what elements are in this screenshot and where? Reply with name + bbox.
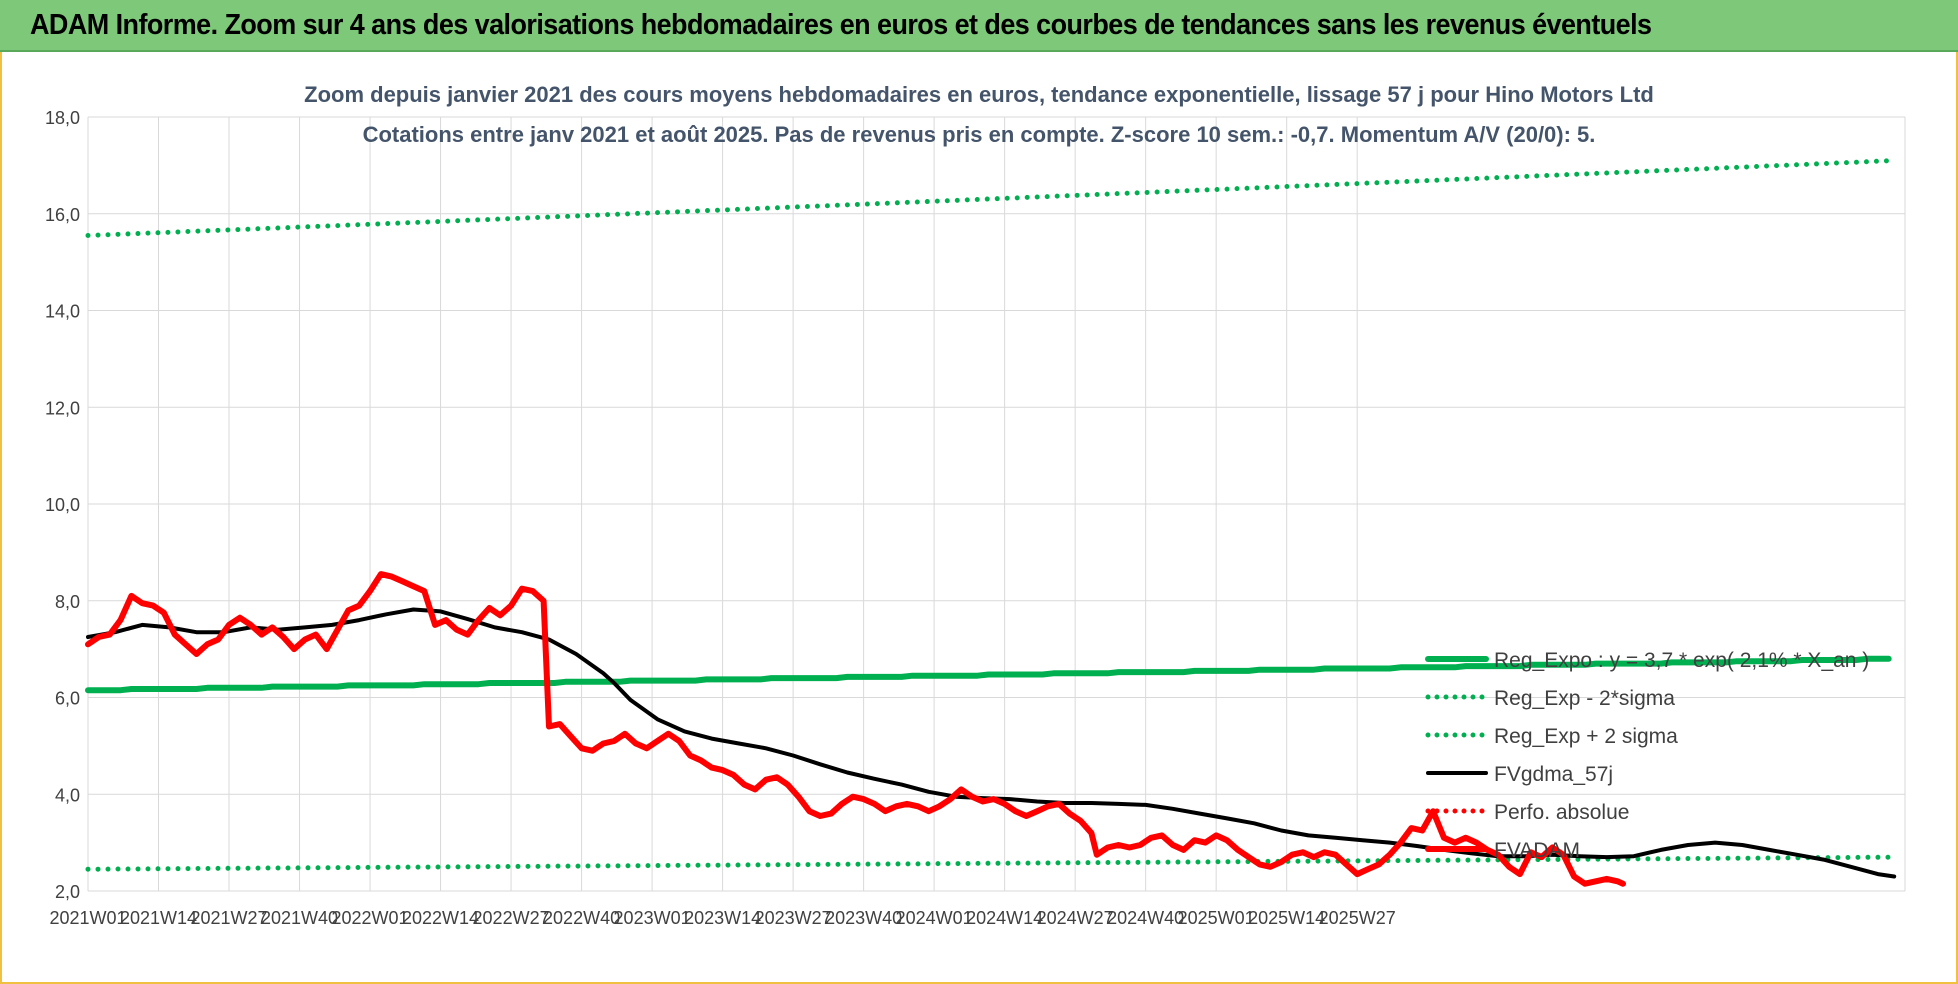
- x-tick-label: 2021W27: [190, 908, 267, 928]
- legend-label: Reg_Expo : y = 3,7 * exp( 2,1% * X_an ): [1494, 649, 1869, 672]
- legend-label: FVgdma_57j: [1494, 763, 1613, 786]
- x-tick-label: 2023W01: [614, 908, 691, 928]
- x-tick-label: 2021W40: [261, 908, 338, 928]
- y-tick-label: 18,0: [45, 108, 80, 128]
- x-tick-label: 2024W01: [896, 908, 973, 928]
- y-tick-label: 6,0: [55, 689, 80, 709]
- chart-subtitle: Cotations entre janv 2021 et août 2025. …: [363, 122, 1596, 147]
- legend-label: Perfo. absolue: [1494, 801, 1629, 824]
- x-tick-label: 2024W14: [966, 908, 1043, 928]
- x-tick-label: 2023W14: [684, 908, 761, 928]
- y-tick-label: 16,0: [45, 205, 80, 225]
- y-tick-label: 10,0: [45, 495, 80, 515]
- x-tick-label: 2024W40: [1107, 908, 1184, 928]
- chart-series: [85, 158, 1897, 887]
- x-tick-label: 2025W14: [1248, 908, 1325, 928]
- legend-label: FVADAM: [1494, 839, 1580, 862]
- x-tick-label: 2022W40: [543, 908, 620, 928]
- x-tick-label: 2023W27: [755, 908, 832, 928]
- x-tick-label: 2022W27: [473, 908, 550, 928]
- series-line-2: [85, 158, 1892, 238]
- series-line-5: [85, 571, 1626, 887]
- x-tick-label: 2025W27: [1319, 908, 1396, 928]
- series-line-1: [85, 854, 1892, 872]
- chart-legend: Reg_Expo : y = 3,7 * exp( 2,1% * X_an ) R…: [1425, 649, 1869, 862]
- series-line-0: [85, 655, 1892, 694]
- x-tick-label: 2022W14: [402, 908, 479, 928]
- y-tick-label: 4,0: [55, 785, 80, 805]
- x-tick-label: 2021W14: [120, 908, 197, 928]
- x-tick-label: 2023W40: [825, 908, 902, 928]
- x-tick-label: 2025W01: [1178, 908, 1255, 928]
- y-tick-label: 8,0: [55, 592, 80, 612]
- legend-label: Reg_Exp + 2 sigma: [1494, 725, 1678, 748]
- y-tick-label: 14,0: [45, 302, 80, 322]
- chart-title: Zoom depuis janvier 2021 des cours moyen…: [304, 82, 1654, 107]
- x-tick-label: 2022W01: [332, 908, 409, 928]
- legend-label: Reg_Exp - 2*sigma: [1494, 687, 1675, 710]
- x-tick-label: 2024W27: [1037, 908, 1114, 928]
- y-tick-label: 2,0: [55, 882, 80, 902]
- report-title: ADAM Informe. Zoom sur 4 ans des valoris…: [30, 9, 1652, 41]
- series-line-3: [86, 607, 1897, 879]
- report-banner: ADAM Informe. Zoom sur 4 ans des valoris…: [0, 0, 1958, 52]
- y-tick-label: 12,0: [45, 398, 80, 418]
- y-axis-labels: 2,0 4,0 6,0 8,0 10,0 12,0 14,0 16,0 18,0: [45, 108, 80, 902]
- chart-frame: [0, 52, 1958, 984]
- chart-grid: [87, 116, 1906, 892]
- x-axis-labels: 2021W012021W142021W272021W402022W012022W…: [49, 908, 1395, 928]
- x-tick-label: 2021W01: [49, 908, 126, 928]
